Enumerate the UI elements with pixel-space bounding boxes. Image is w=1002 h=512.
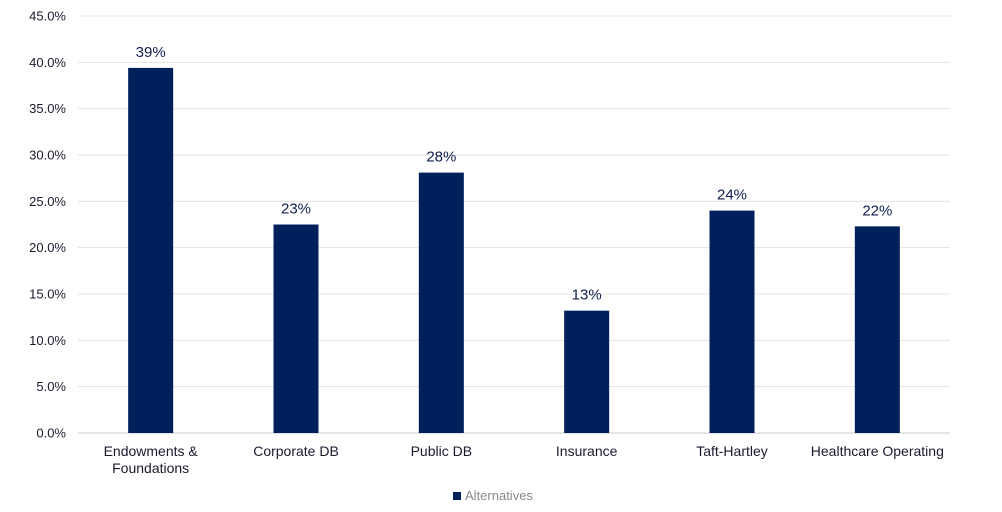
x-axis: Endowments & Foundations Corporate DB Publi… (104, 443, 944, 476)
x-tick-label: Corporate DB (253, 443, 339, 459)
x-tick-label: Healthcare Operating (811, 443, 944, 459)
data-label: 28% (426, 149, 456, 166)
bars (128, 67, 900, 433)
y-tick-label: 10.0% (29, 333, 66, 348)
bar (709, 210, 755, 433)
x-tick-label: Insurance (556, 443, 618, 459)
bar (128, 67, 174, 433)
legend-swatch (453, 492, 461, 500)
legend-label: Alternatives (465, 488, 533, 503)
bar (418, 172, 464, 433)
data-label: 13% (572, 287, 602, 304)
x-tick-label: Endowments & Foundations (104, 443, 199, 476)
data-label: 24% (717, 187, 747, 204)
x-tick-label: Public DB (411, 443, 472, 459)
y-tick-label: 30.0% (29, 148, 66, 163)
data-label: 22% (862, 202, 892, 219)
data-label: 23% (281, 201, 311, 218)
y-tick-label: 20.0% (29, 240, 66, 255)
y-axis: 0.0% 5.0% 10.0% 15.0% 20.0% 25.0% 30.0% 35.0% 40… (29, 9, 66, 441)
legend: Alternatives (453, 488, 533, 503)
y-tick-label: 40.0% (29, 55, 66, 70)
bar (273, 224, 319, 433)
data-labels: 39% 23% 28% 13% 24% 22% (136, 44, 893, 304)
x-tick-label: Taft-Hartley (696, 443, 768, 459)
bar (854, 226, 900, 433)
y-tick-label: 15.0% (29, 287, 66, 302)
y-tick-label: 45.0% (29, 9, 66, 24)
y-tick-label: 25.0% (29, 194, 66, 209)
gridlines (78, 15, 950, 434)
bar (564, 310, 610, 433)
y-tick-label: 5.0% (36, 379, 66, 394)
y-tick-label: 35.0% (29, 101, 66, 116)
data-label: 39% (136, 44, 166, 61)
y-tick-label: 0.0% (36, 426, 66, 441)
